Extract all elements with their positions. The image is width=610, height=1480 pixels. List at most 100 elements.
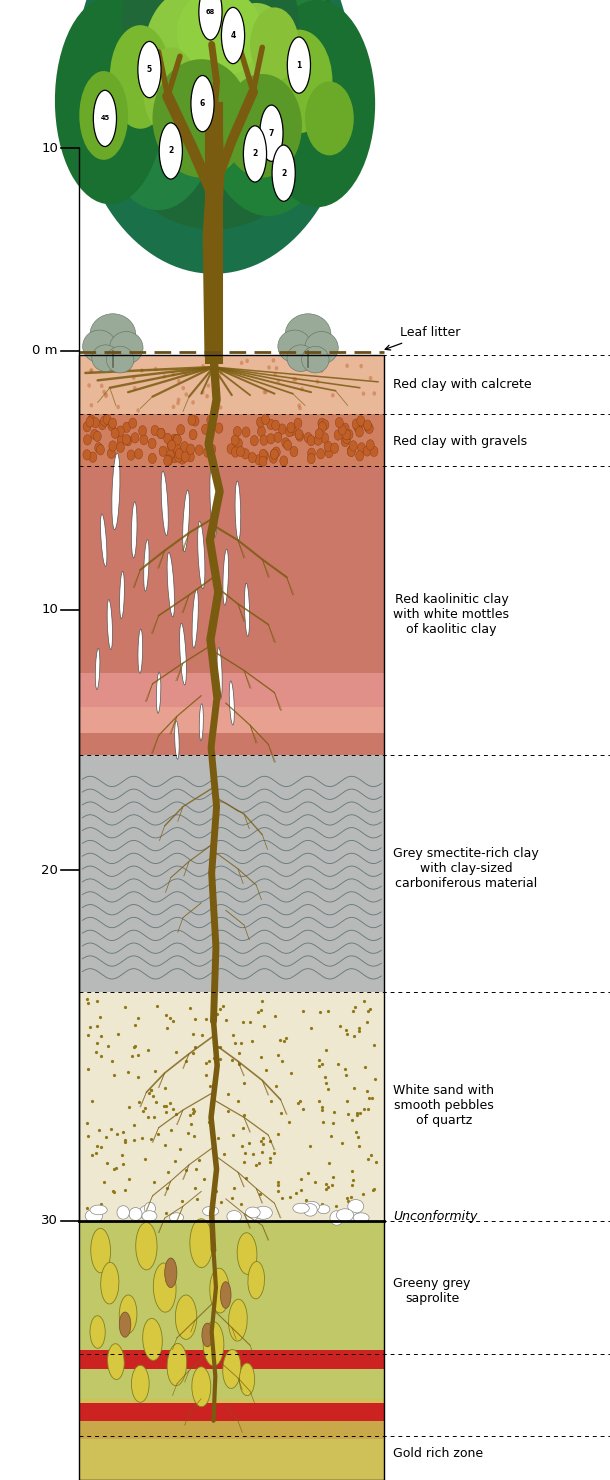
Ellipse shape — [362, 391, 365, 395]
Ellipse shape — [343, 434, 351, 444]
Ellipse shape — [110, 25, 171, 129]
Ellipse shape — [294, 417, 302, 428]
Ellipse shape — [267, 419, 275, 429]
Ellipse shape — [350, 441, 357, 451]
Text: Red clay with gravels: Red clay with gravels — [393, 435, 528, 447]
Ellipse shape — [356, 419, 364, 429]
Ellipse shape — [201, 364, 205, 369]
Ellipse shape — [315, 429, 323, 440]
Circle shape — [191, 75, 214, 132]
Ellipse shape — [296, 431, 304, 441]
Bar — [79, 355, 384, 1480]
Ellipse shape — [331, 394, 335, 398]
Ellipse shape — [83, 422, 91, 432]
Ellipse shape — [208, 444, 216, 454]
Ellipse shape — [107, 448, 115, 459]
Bar — [79, 1399, 384, 1480]
Bar — [79, 707, 384, 733]
Ellipse shape — [177, 0, 262, 77]
Text: 4: 4 — [231, 31, 235, 40]
Ellipse shape — [120, 1295, 137, 1333]
Ellipse shape — [92, 417, 99, 428]
Ellipse shape — [203, 1206, 218, 1217]
Ellipse shape — [109, 441, 117, 451]
Ellipse shape — [117, 443, 124, 453]
Ellipse shape — [142, 1211, 157, 1221]
Ellipse shape — [370, 445, 378, 456]
Ellipse shape — [90, 1316, 105, 1348]
Ellipse shape — [177, 379, 181, 383]
Text: 2: 2 — [253, 149, 257, 158]
Ellipse shape — [303, 1203, 317, 1217]
Ellipse shape — [148, 453, 156, 463]
Ellipse shape — [178, 454, 186, 465]
Ellipse shape — [260, 450, 268, 460]
Ellipse shape — [259, 456, 267, 466]
Ellipse shape — [330, 1211, 343, 1225]
Circle shape — [199, 0, 222, 40]
Ellipse shape — [138, 426, 146, 437]
Ellipse shape — [260, 435, 268, 445]
Ellipse shape — [259, 0, 375, 207]
Ellipse shape — [201, 391, 204, 395]
Ellipse shape — [245, 583, 249, 636]
Ellipse shape — [307, 453, 315, 463]
Ellipse shape — [123, 434, 131, 444]
Ellipse shape — [176, 401, 180, 406]
Text: 2: 2 — [168, 147, 173, 155]
Bar — [79, 1221, 384, 1399]
Ellipse shape — [357, 416, 365, 426]
Ellipse shape — [299, 360, 303, 364]
Text: 2: 2 — [281, 169, 286, 178]
Ellipse shape — [231, 447, 239, 457]
Ellipse shape — [317, 1205, 330, 1214]
Ellipse shape — [242, 448, 249, 459]
Ellipse shape — [306, 366, 309, 370]
Ellipse shape — [138, 629, 143, 673]
Circle shape — [260, 105, 283, 161]
Ellipse shape — [181, 441, 188, 451]
Bar — [79, 355, 384, 414]
Ellipse shape — [271, 358, 275, 363]
Ellipse shape — [364, 422, 372, 432]
Ellipse shape — [167, 441, 175, 451]
Bar — [79, 755, 384, 992]
Ellipse shape — [181, 386, 185, 391]
Ellipse shape — [282, 438, 290, 448]
Ellipse shape — [143, 0, 235, 123]
Ellipse shape — [189, 429, 197, 440]
Ellipse shape — [248, 1261, 265, 1299]
Ellipse shape — [262, 414, 270, 425]
Ellipse shape — [92, 0, 226, 210]
Ellipse shape — [120, 571, 124, 619]
Ellipse shape — [343, 429, 351, 440]
Ellipse shape — [189, 0, 299, 98]
Ellipse shape — [173, 443, 181, 453]
Text: 5: 5 — [147, 65, 152, 74]
Ellipse shape — [318, 422, 326, 432]
Ellipse shape — [267, 434, 275, 444]
Ellipse shape — [153, 1262, 176, 1313]
Ellipse shape — [356, 426, 364, 437]
Circle shape — [159, 123, 182, 179]
Ellipse shape — [192, 589, 198, 648]
Ellipse shape — [301, 346, 329, 373]
Ellipse shape — [307, 448, 315, 459]
Ellipse shape — [259, 450, 267, 460]
Ellipse shape — [284, 440, 292, 450]
Ellipse shape — [240, 1363, 254, 1396]
Ellipse shape — [143, 47, 198, 136]
Ellipse shape — [234, 426, 242, 437]
Ellipse shape — [199, 704, 203, 740]
Text: Greeny grey
saprolite: Greeny grey saprolite — [393, 1277, 471, 1304]
Ellipse shape — [131, 502, 137, 558]
Text: White sand with
smooth pebbles
of quartz: White sand with smooth pebbles of quartz — [393, 1083, 495, 1128]
Ellipse shape — [331, 443, 339, 453]
Ellipse shape — [294, 377, 298, 382]
Ellipse shape — [287, 345, 315, 371]
Bar — [79, 992, 384, 1221]
Ellipse shape — [334, 429, 342, 440]
Ellipse shape — [104, 392, 108, 397]
Ellipse shape — [182, 490, 190, 552]
Ellipse shape — [148, 438, 156, 448]
